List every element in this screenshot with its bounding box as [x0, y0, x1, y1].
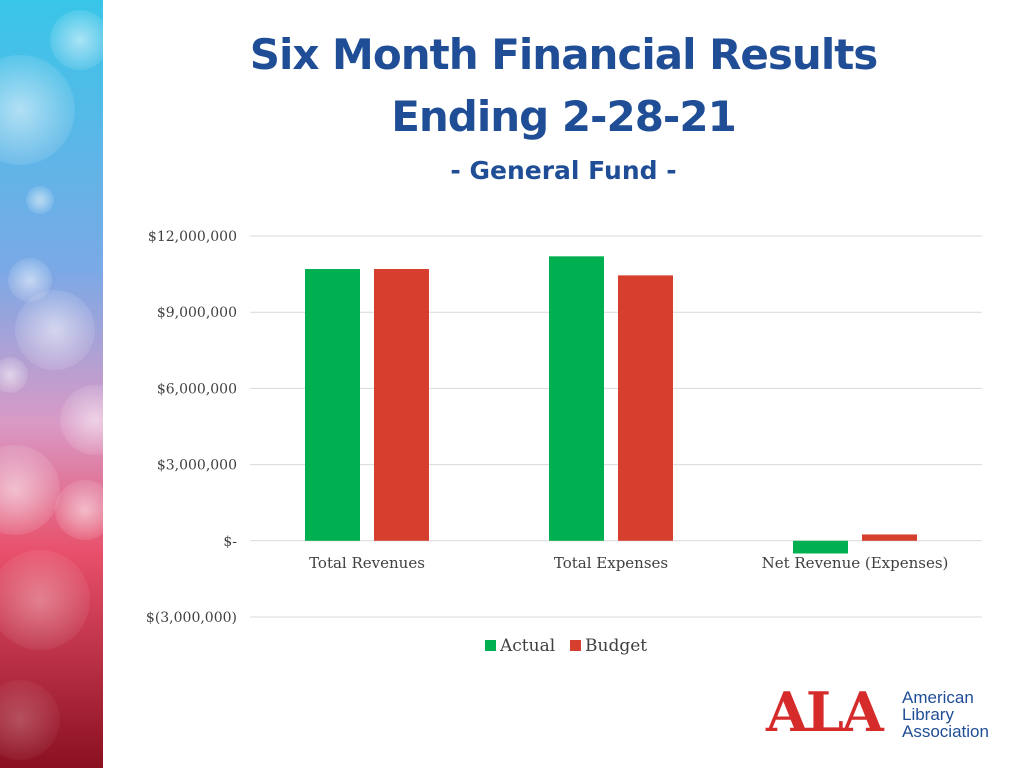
slide-subtitle: - General Fund - — [450, 156, 677, 185]
y-tick-label: $9,000,000 — [157, 305, 237, 321]
decorative-side-band — [0, 0, 103, 768]
ala-logo-line-2: Library — [902, 705, 954, 724]
bar-actual — [305, 269, 360, 541]
x-category-label: Total Expenses — [554, 554, 668, 572]
y-tick-label: $3,000,000 — [157, 458, 237, 474]
bar-budget — [618, 275, 673, 541]
legend-swatch-actual — [485, 640, 496, 651]
y-tick-label: $(3,000,000) — [146, 610, 237, 626]
legend-label-budget: Budget — [585, 636, 647, 656]
ala-logo-wordmark: American Library Association — [902, 689, 989, 740]
y-tick-label: $12,000,000 — [148, 229, 237, 245]
slide-title-line-1: Six Month Financial Results — [249, 30, 879, 79]
legend-label-actual: Actual — [499, 636, 555, 656]
slide-title-line-2: Ending 2-28-21 — [391, 92, 737, 141]
ala-logo-line-1: American — [902, 688, 974, 707]
bar-budget — [862, 534, 917, 541]
ala-logo-letters: ALA — [766, 680, 884, 744]
bar-budget — [374, 269, 429, 541]
y-tick-label: $- — [223, 534, 237, 550]
legend-swatch-budget — [570, 640, 581, 651]
bar-actual — [793, 540, 848, 554]
x-category-label: Net Revenue (Expenses) — [762, 554, 949, 572]
x-category-label: Total Revenues — [309, 554, 425, 572]
ala-logo: ALA American Library Association — [766, 680, 1006, 744]
bar-actual — [549, 256, 604, 541]
ala-logo-line-3: Association — [902, 722, 989, 741]
y-tick-label: $6,000,000 — [157, 381, 237, 397]
